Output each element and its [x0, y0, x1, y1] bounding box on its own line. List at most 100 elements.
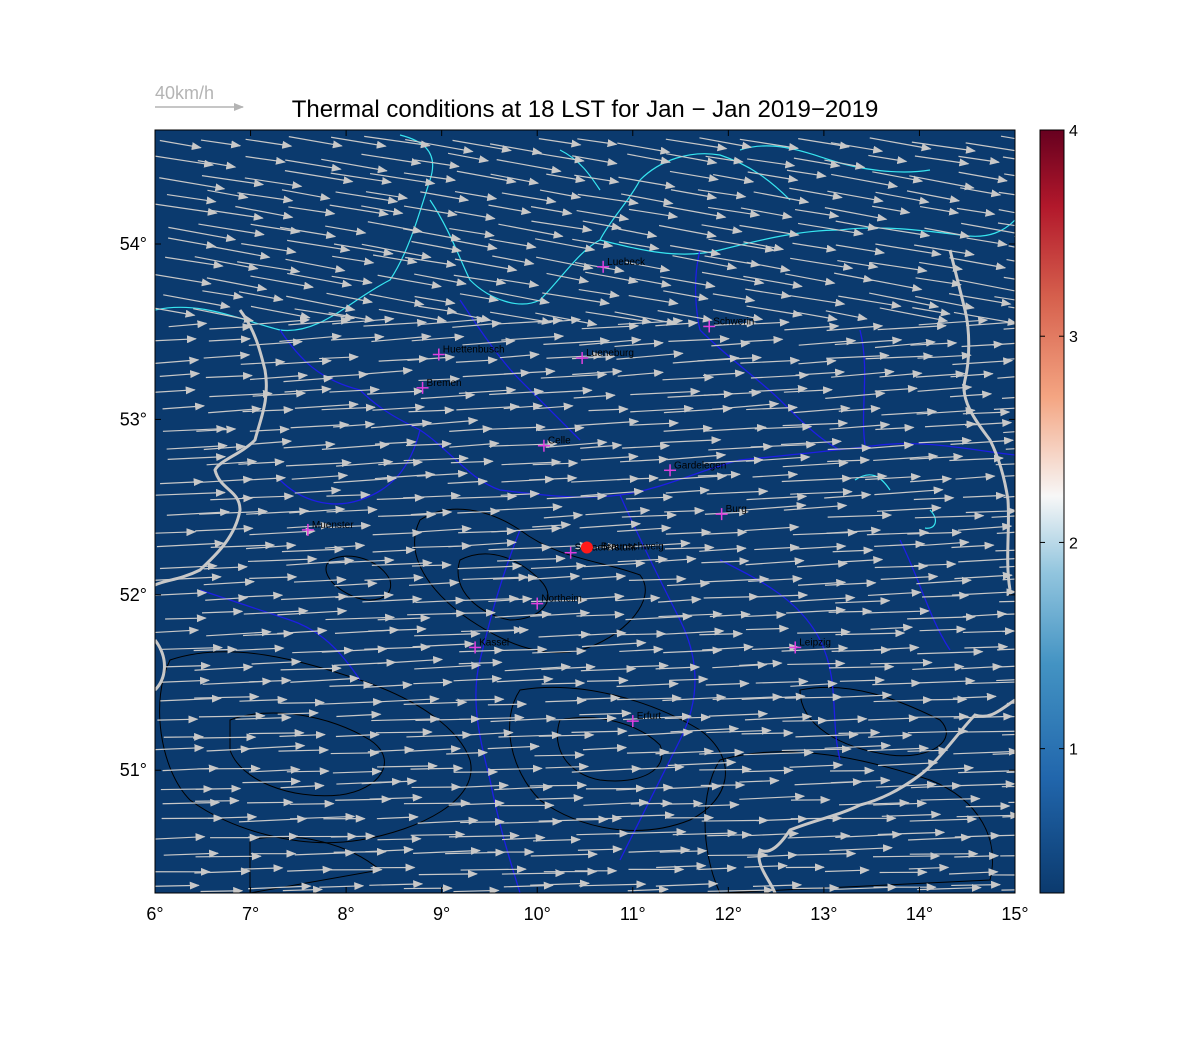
wind-arrow-icon [327, 521, 372, 530]
wind-arrow-icon [952, 357, 1014, 366]
wind-arrow-icon [208, 405, 262, 414]
city-marker: Huettenbusch [432, 345, 505, 361]
wind-arrow-icon [747, 158, 796, 169]
wind-arrow-icon [827, 190, 884, 204]
wind-arrow-icon [704, 575, 770, 584]
wind-arrow-icon [488, 595, 533, 604]
wind-arrow-icon [780, 437, 843, 446]
wind-arrow-icon [410, 764, 464, 773]
wind-arrow-icon [916, 406, 976, 415]
wind-arrow-icon [743, 275, 803, 289]
wind-arrow-icon [655, 880, 719, 889]
wind-arrow-icon [783, 386, 833, 395]
wind-arrow-icon [582, 220, 622, 231]
wind-arrow-icon [210, 494, 254, 503]
wind-arrow-icon [326, 292, 374, 305]
wind-arrow-icon [377, 656, 444, 665]
wind-arrow-icon [744, 766, 794, 775]
wind-arrow-icon [283, 374, 334, 383]
wind-arrow-icon [249, 425, 290, 434]
wind-arrow-icon [916, 576, 972, 585]
city-label: Erfurt [637, 711, 662, 722]
wind-arrow-icon [155, 274, 212, 287]
wind-arrow-icon [919, 205, 960, 216]
wind-arrow-icon [625, 612, 693, 621]
wind-arrow-icon [457, 507, 501, 516]
wind-arrow-icon [705, 155, 744, 165]
wind-arrow-icon [962, 408, 1011, 417]
wind-arrow-icon [294, 848, 356, 857]
wind-arrow-icon [489, 238, 537, 250]
city-marker: Bremen [416, 378, 462, 394]
wind-arrow-icon [827, 511, 893, 520]
wind-arrow-icon [457, 729, 514, 737]
wind-arrow-icon [906, 190, 961, 204]
wind-arrow-icon [460, 865, 527, 874]
wind-arrow-icon [240, 358, 286, 367]
wind-arrow-icon [237, 261, 301, 275]
wind-arrow-icon [411, 333, 465, 342]
wind-arrow-icon [455, 695, 505, 704]
wind-arrow-icon [207, 245, 271, 260]
wind-arrow-icon [414, 295, 456, 306]
wind-arrow-icon [711, 400, 780, 410]
lon-tick-label: 15° [1001, 904, 1028, 924]
wind-arrow-icon [365, 191, 409, 201]
wind-arrow-icon [875, 780, 937, 789]
wind-arrow-icon [954, 831, 1001, 840]
wind-arrow-icon [489, 387, 545, 396]
wind-arrow-icon [206, 277, 268, 292]
wind-arrow-icon [495, 316, 563, 325]
wind-arrow-icon [541, 663, 596, 672]
wind-arrow-icon [868, 154, 908, 165]
wind-arrow-icon [664, 713, 711, 722]
wind-arrow-icon [746, 305, 803, 318]
wind-arrow-icon [376, 493, 425, 502]
wind-arrow-icon [950, 436, 1015, 445]
wind-arrow-icon [745, 453, 811, 462]
wind-arrow-icon [579, 709, 632, 718]
wind-arrow-icon [630, 404, 695, 413]
city-label: Muenster [312, 520, 354, 531]
wind-arrow-icon [798, 357, 837, 366]
wind-arrow-icon [992, 342, 1015, 346]
wind-arrow-icon [202, 290, 244, 300]
wind-arrow-icon [571, 764, 642, 773]
wind-arrow-icon [868, 714, 919, 723]
wind-arrow-icon [907, 528, 962, 537]
colorbar-tick-label: 1 [1069, 742, 1078, 759]
wind-arrow-icon [168, 320, 208, 329]
wind-arrow-icon [879, 307, 949, 324]
wind-arrow-icon [366, 681, 413, 690]
wind-arrow-icon [578, 880, 647, 889]
wind-arrow-icon [881, 810, 942, 819]
wind-arrow-icon [250, 275, 314, 290]
wind-arrow-icon [326, 370, 369, 379]
wind-arrow-icon [617, 694, 683, 703]
wind-arrow-icon [193, 645, 238, 654]
reference-arrow-label: 40km/h [155, 83, 214, 103]
wind-arrow-icon [325, 613, 396, 622]
wind-arrow-icon [880, 572, 939, 581]
wind-arrow-icon [537, 152, 585, 164]
city-label: Celle [548, 436, 571, 447]
wind-arrow-icon [531, 220, 593, 233]
wind-arrow-icon [489, 290, 550, 305]
wind-arrow-icon [619, 645, 664, 654]
city-label: Schaeferstuhl [575, 543, 636, 554]
wind-arrow-icon [247, 555, 318, 564]
wind-arrow-icon [879, 369, 923, 378]
wind-arrow-icon [824, 866, 870, 875]
wind-arrow-icon [581, 322, 640, 331]
wind-arrow-icon [238, 815, 308, 824]
wind-arrow-icon [1003, 327, 1015, 330]
wind-arrow-icon [956, 207, 996, 217]
wind-arrow-icon [278, 746, 330, 755]
wind-arrow-icon [617, 369, 664, 378]
wind-arrow-icon [996, 531, 1015, 534]
wind-arrow-icon [155, 881, 200, 890]
wind-arrow-icon [997, 222, 1015, 227]
wind-arrow-icon [714, 319, 757, 328]
wind-arrow-icon [459, 713, 525, 722]
wind-arrow-icon [498, 817, 563, 826]
